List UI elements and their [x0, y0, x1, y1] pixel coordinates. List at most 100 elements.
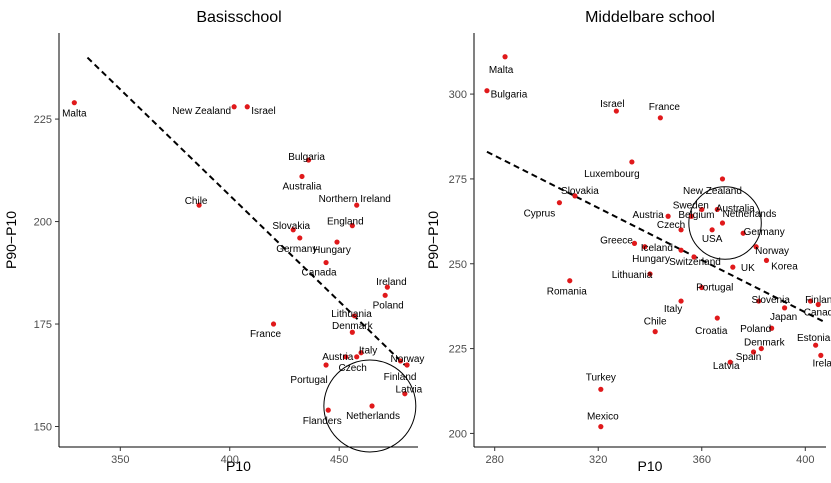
y-tick-label: 250 — [449, 259, 467, 271]
point-label: Austria — [633, 210, 665, 221]
point-label: Finland — [384, 372, 417, 383]
data-point — [665, 213, 671, 219]
point-label: New Zealand — [172, 106, 231, 117]
data-point — [750, 349, 757, 355]
point-label: Portugal — [696, 283, 733, 294]
x-tick-label: 400 — [796, 454, 814, 466]
data-point — [502, 54, 508, 60]
trend-line — [86, 56, 406, 366]
point-label: Luxembourg — [584, 169, 640, 180]
data-point — [699, 206, 705, 213]
point-label: Finland — [805, 295, 831, 306]
point-label: Denmark — [744, 338, 786, 349]
point-label: Flanders — [303, 416, 342, 427]
point-label: Chile — [644, 317, 667, 328]
data-point — [404, 362, 410, 368]
data-point — [719, 176, 726, 182]
data-point — [323, 259, 329, 266]
data-point — [691, 254, 697, 260]
highlight-circle — [323, 359, 417, 453]
point-label: Japan — [770, 312, 797, 323]
point-label: Germany — [276, 244, 317, 255]
x-tick-label: 280 — [486, 454, 504, 466]
data-point — [231, 104, 237, 110]
point-label: Slovenia — [752, 295, 791, 306]
point-label: Ireland — [813, 358, 831, 369]
y-axis-title: P90−P10 — [3, 211, 19, 269]
y-tick-label: 175 — [34, 319, 52, 331]
point-label: USA — [702, 234, 723, 245]
point-label: Slovakia — [561, 186, 599, 197]
data-point — [244, 104, 250, 110]
data-point — [196, 202, 202, 208]
point-label: France — [250, 329, 282, 340]
data-point — [730, 264, 736, 270]
data-point — [657, 115, 663, 121]
data-point — [714, 315, 720, 321]
data-point — [397, 358, 404, 364]
data-point — [652, 329, 658, 335]
data-point — [781, 305, 788, 311]
data-point — [402, 391, 408, 397]
data-point — [647, 271, 653, 277]
data-point — [631, 240, 638, 246]
data-point — [714, 206, 720, 213]
y-tick-label: 300 — [449, 89, 467, 101]
data-point — [756, 298, 762, 304]
point-label: Netherlands — [723, 209, 777, 220]
highlight-circle — [688, 186, 762, 260]
data-point — [384, 284, 390, 290]
data-point — [484, 88, 490, 94]
x-tick-label: 320 — [589, 454, 607, 466]
point-label: Czech — [339, 363, 367, 374]
x-axis-title: P10 — [226, 458, 251, 474]
point-label: Greece — [600, 235, 633, 246]
data-point — [349, 223, 355, 229]
data-point — [382, 292, 388, 298]
data-point — [351, 313, 358, 319]
point-label: Ireland — [376, 277, 407, 288]
data-point — [688, 213, 695, 219]
data-point — [71, 100, 77, 106]
data-point — [629, 159, 635, 165]
data-point — [758, 345, 764, 352]
point-label: Malta — [62, 109, 87, 120]
data-point — [354, 354, 360, 360]
x-tick-label: 360 — [693, 454, 711, 466]
point-label: Poland — [373, 300, 404, 311]
point-label: Australia — [716, 203, 755, 214]
point-label: Spain — [736, 352, 762, 363]
data-point — [813, 342, 819, 348]
panel-1: Basisschool 350 400 450 150 175 200 225 P10 P90−P… — [3, 9, 424, 474]
x-tick-label: 350 — [111, 454, 129, 466]
data-point — [678, 227, 684, 233]
data-point — [270, 321, 277, 327]
data-point — [305, 157, 312, 163]
point-label: Turkey — [586, 372, 616, 383]
point-label: New Zealand — [683, 186, 742, 197]
point-label: Malta — [489, 65, 514, 76]
point-label: Lithuania — [331, 309, 372, 320]
point-label: Hungary — [313, 245, 351, 256]
point-label: Italy — [359, 346, 377, 357]
data-point — [678, 247, 684, 253]
point-label: Mexico — [587, 412, 619, 423]
x-tick-label: 400 — [221, 454, 239, 466]
point-label: Slovakia — [272, 221, 310, 232]
point-label: Norway — [391, 354, 425, 365]
data-point — [349, 329, 355, 335]
data-point — [598, 386, 604, 392]
x-axis-title: P10 — [638, 458, 663, 474]
point-label: Lithuania — [612, 270, 653, 281]
data-point — [325, 407, 331, 413]
point-label: Croatia — [695, 326, 728, 337]
point-label: Chile — [185, 196, 208, 207]
data-point — [567, 278, 573, 284]
data-point — [358, 350, 364, 356]
data-point — [290, 227, 296, 233]
point-label: Bulgaria — [491, 90, 528, 101]
data-point — [763, 257, 770, 263]
point-label: Korea — [771, 261, 798, 272]
data-point — [334, 239, 340, 245]
